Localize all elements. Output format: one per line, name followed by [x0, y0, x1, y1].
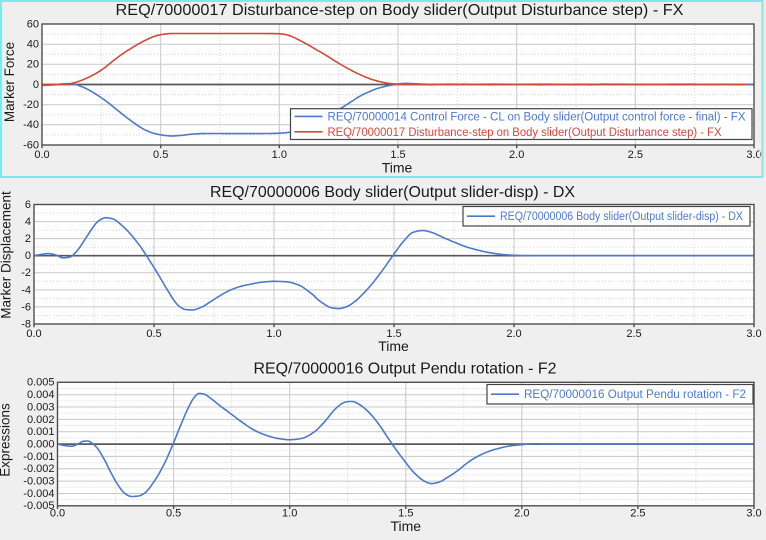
svg-text:0.005: 0.005 — [27, 377, 55, 389]
svg-text:0.000: 0.000 — [27, 438, 55, 450]
svg-text:1.0: 1.0 — [282, 507, 297, 519]
svg-text:0.0: 0.0 — [34, 149, 49, 161]
svg-text:2.5: 2.5 — [626, 328, 641, 340]
svg-text:Marker Force: Marker Force — [2, 42, 17, 122]
svg-text:3.0: 3.0 — [746, 328, 761, 340]
svg-text:REQ/70000016 Output Pendu rota: REQ/70000016 Output Pendu rotation - F2 — [254, 360, 557, 377]
svg-text:Time: Time — [378, 338, 409, 354]
svg-text:REQ/70000017 Disturbance-step: REQ/70000017 Disturbance-step on Body sl… — [328, 127, 722, 139]
svg-text:0.003: 0.003 — [27, 401, 55, 413]
svg-text:0.0: 0.0 — [50, 507, 65, 519]
svg-text:-0.004: -0.004 — [23, 488, 54, 500]
svg-text:REQ/70000016 Output Pendu rota: REQ/70000016 Output Pendu rotation - F2 — [524, 389, 746, 401]
svg-text:6: 6 — [25, 199, 31, 211]
svg-text:-20: -20 — [23, 99, 39, 111]
svg-text:-0.001: -0.001 — [23, 451, 54, 463]
svg-text:Time: Time — [391, 518, 422, 534]
svg-text:-0.003: -0.003 — [23, 476, 54, 488]
svg-text:REQ/70000017 Disturbance-step: REQ/70000017 Disturbance-step on Body sl… — [116, 2, 684, 19]
svg-text:2.5: 2.5 — [628, 149, 643, 161]
svg-text:2.0: 2.0 — [509, 149, 524, 161]
svg-text:1.5: 1.5 — [390, 149, 405, 161]
svg-text:3.0: 3.0 — [746, 149, 761, 161]
svg-text:0.5: 0.5 — [153, 149, 168, 161]
svg-text:0.002: 0.002 — [27, 414, 55, 426]
svg-text:20: 20 — [27, 59, 39, 71]
svg-text:0.5: 0.5 — [146, 328, 161, 340]
svg-text:-8: -8 — [21, 318, 31, 330]
svg-text:0: 0 — [25, 250, 31, 262]
svg-text:REQ/70000014 Control Force - C: REQ/70000014 Control Force - CL on Body … — [328, 111, 746, 123]
svg-text:-0.002: -0.002 — [23, 463, 54, 475]
svg-text:-40: -40 — [23, 119, 39, 131]
svg-text:-0.005: -0.005 — [23, 500, 54, 512]
svg-text:0: 0 — [33, 79, 39, 91]
svg-text:4: 4 — [25, 216, 31, 228]
svg-text:-4: -4 — [21, 284, 31, 296]
svg-text:60: 60 — [27, 18, 39, 30]
svg-text:REQ/70000006 Body slider(Outpu: REQ/70000006 Body slider(Output slider-d… — [500, 211, 743, 223]
svg-text:3.0: 3.0 — [746, 507, 761, 519]
svg-text:0.5: 0.5 — [166, 507, 181, 519]
svg-text:0.0: 0.0 — [26, 328, 41, 340]
svg-text:1.0: 1.0 — [266, 328, 281, 340]
svg-text:-60: -60 — [23, 139, 39, 151]
svg-text:REQ/70000006 Body slider(Outpu: REQ/70000006 Body slider(Output slider-d… — [210, 184, 575, 201]
svg-text:-6: -6 — [21, 301, 31, 313]
svg-text:Marker Displacement: Marker Displacement — [0, 191, 14, 319]
svg-text:Time: Time — [382, 160, 413, 176]
svg-text:1.5: 1.5 — [398, 507, 413, 519]
svg-text:2.0: 2.0 — [514, 507, 529, 519]
svg-text:2: 2 — [25, 233, 31, 245]
svg-text:2.5: 2.5 — [630, 507, 645, 519]
svg-text:Expressions: Expressions — [0, 403, 12, 477]
svg-text:-2: -2 — [21, 267, 31, 279]
svg-text:1.0: 1.0 — [272, 149, 287, 161]
svg-text:2.0: 2.0 — [506, 328, 521, 340]
svg-text:0.001: 0.001 — [27, 426, 55, 438]
svg-text:40: 40 — [27, 39, 39, 51]
svg-text:1.5: 1.5 — [386, 328, 401, 340]
svg-text:0.004: 0.004 — [27, 389, 55, 401]
